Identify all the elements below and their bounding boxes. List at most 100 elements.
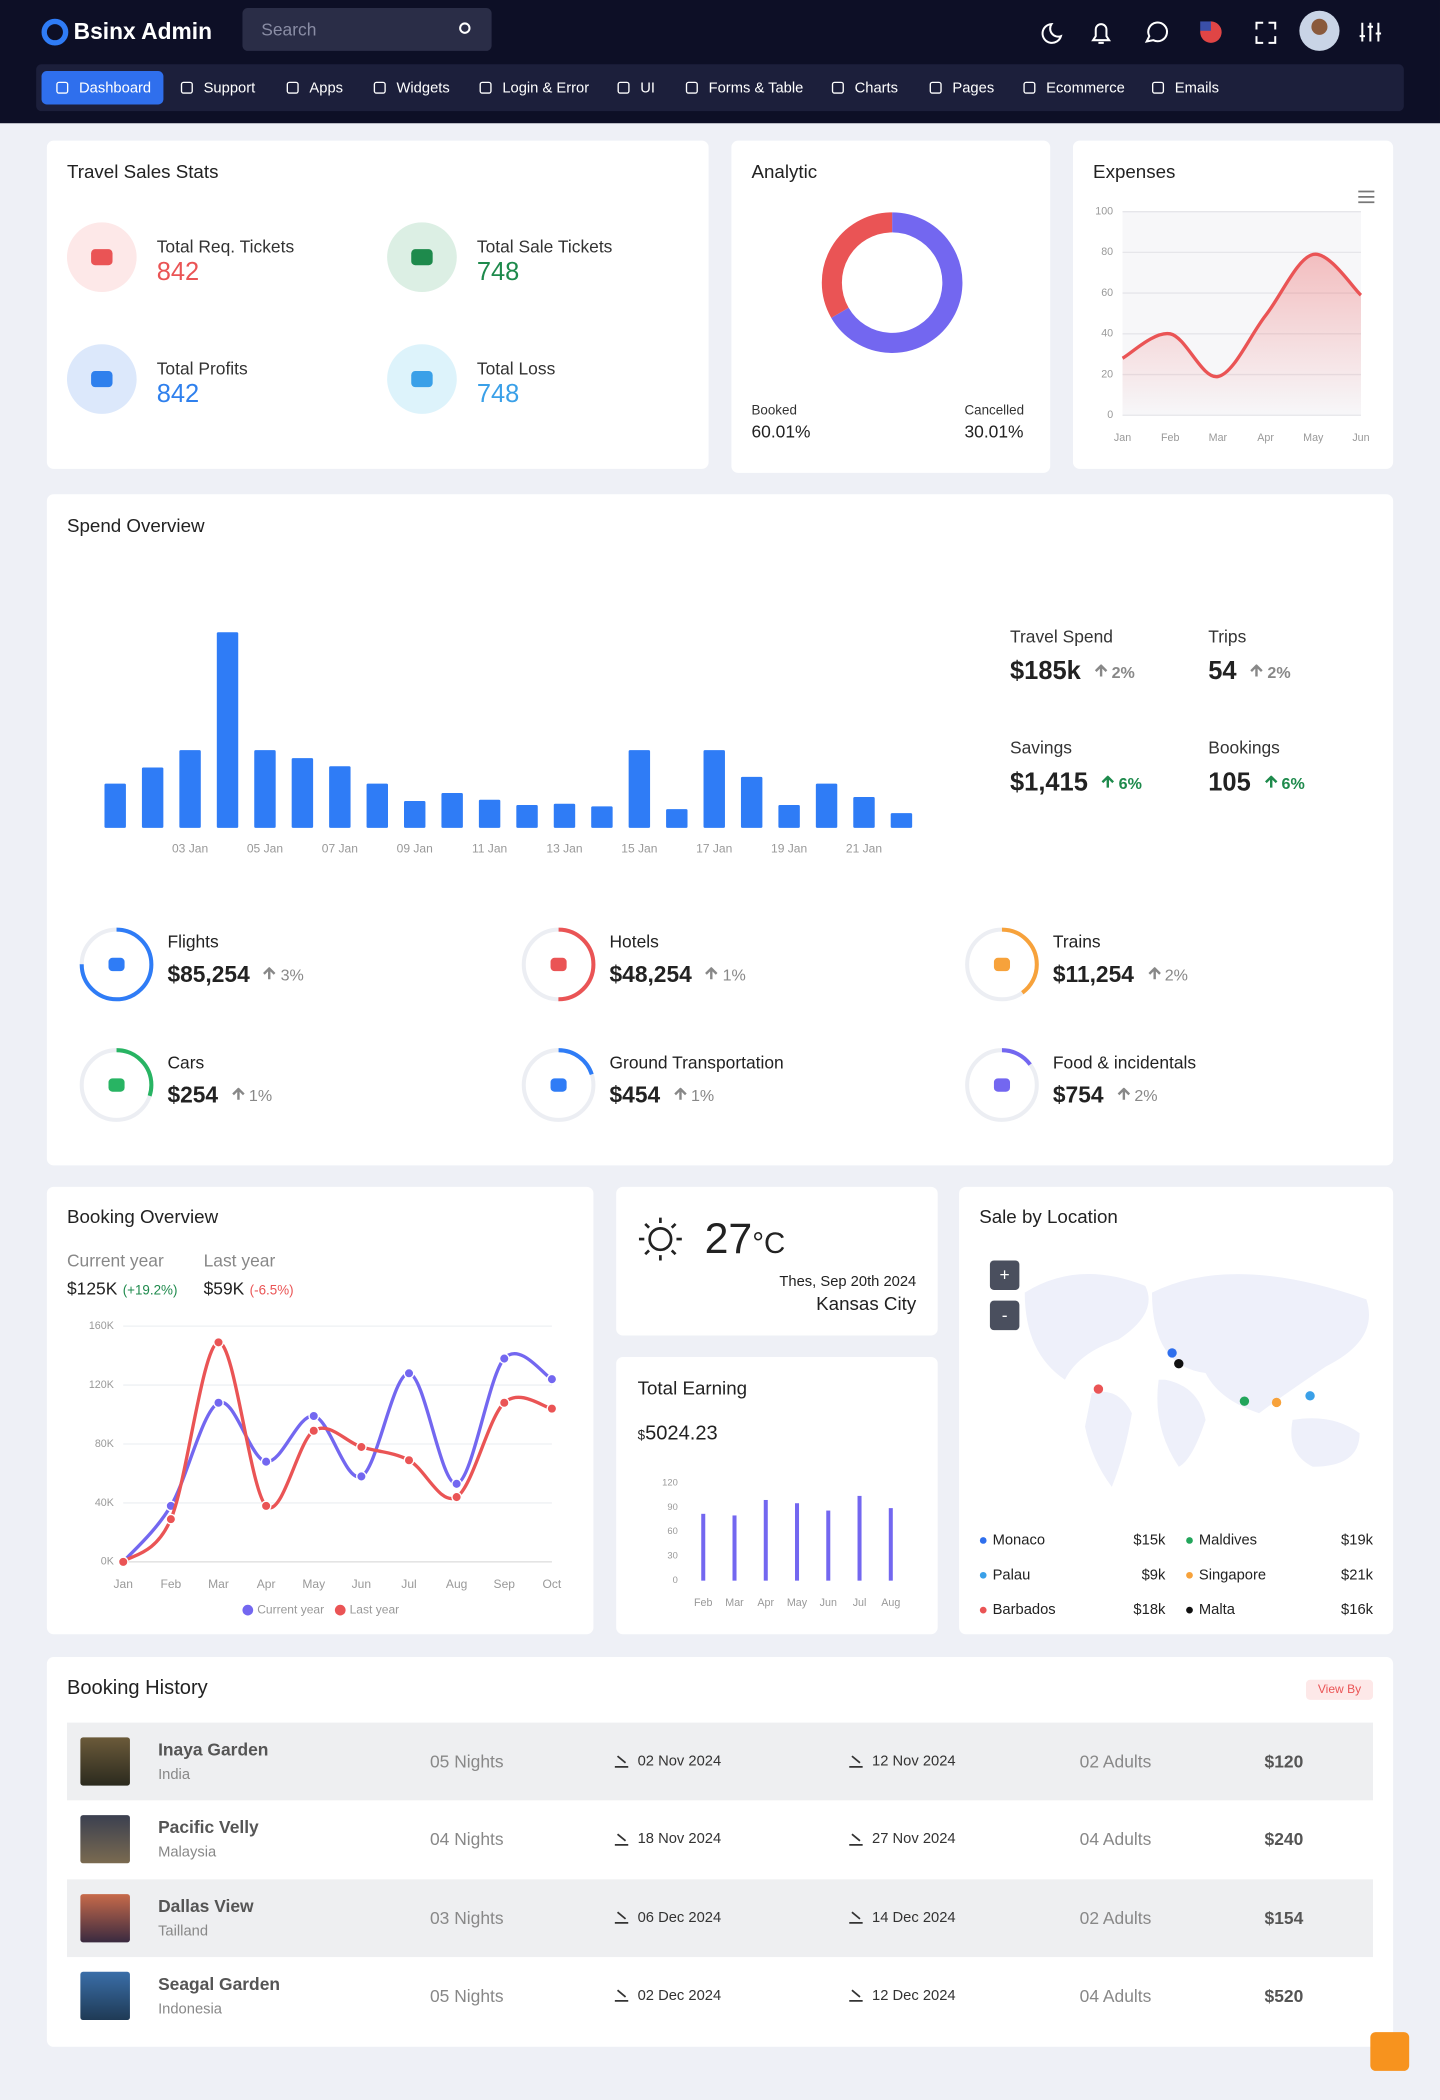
- help-button[interactable]: [1370, 2032, 1410, 2071]
- y-tick-label: 60: [667, 1526, 677, 1536]
- location-value: $16k: [1341, 1602, 1374, 1619]
- category-row: $11,254 2%: [1053, 962, 1188, 989]
- up-arrow: [1101, 772, 1115, 796]
- category-icon: [550, 1078, 567, 1092]
- y-tick-label: 120K: [89, 1379, 115, 1391]
- location-value: $19k: [1341, 1532, 1374, 1549]
- total-earning-card: [616, 1356, 938, 1635]
- stat-row: $1,415 6%: [1010, 769, 1142, 798]
- date: 18 Nov 2024: [637, 1831, 722, 1848]
- x-tick-label: Feb: [1161, 432, 1179, 444]
- stat-row: 105 6%: [1208, 769, 1305, 798]
- up-arrow: [1250, 660, 1263, 684]
- category-label: Cars: [167, 1052, 205, 1073]
- summary-change: (-6.5%): [249, 1283, 294, 1299]
- area: [1122, 254, 1361, 416]
- bar: [795, 1503, 800, 1581]
- sun-ray: [670, 1222, 677, 1229]
- x-tick-label: 19 Jan: [771, 841, 807, 855]
- date: 12 Dec 2024: [872, 1987, 956, 2004]
- line: [1121, 252, 1363, 379]
- nav-icon: [685, 81, 698, 94]
- y-tick-label: 80K: [95, 1438, 115, 1450]
- nav-icon: [373, 81, 386, 94]
- point: [356, 1441, 367, 1453]
- theme-icon[interactable]: [1041, 23, 1063, 44]
- nav-active[interactable]: [41, 70, 164, 105]
- date-icon: [849, 1911, 863, 1924]
- avatar-face: [1311, 18, 1328, 35]
- nav-item: Dashboard: [79, 80, 152, 97]
- thumbnail: [80, 1815, 130, 1864]
- zoom-button[interactable]: +: [989, 1260, 1020, 1290]
- sun-ray: [644, 1249, 650, 1256]
- flag-canton: [1200, 21, 1211, 31]
- category-change: 2%: [1164, 965, 1188, 985]
- location-dot: [1186, 1571, 1193, 1579]
- map-marker: [1271, 1397, 1282, 1408]
- location-name: Maldives: [1198, 1532, 1258, 1549]
- arrow-icon: [231, 1087, 245, 1100]
- summary-value: $59K: [203, 1278, 245, 1299]
- stat-label: Travel Spend: [1010, 626, 1113, 647]
- point: [308, 1425, 320, 1437]
- point: [213, 1397, 224, 1409]
- stat-row: $185k 2%: [1010, 658, 1135, 687]
- arrow-icon: [1094, 664, 1108, 677]
- point: [451, 1491, 462, 1503]
- y-tick-label: 40: [1101, 328, 1113, 340]
- category-value: $48,254: [609, 961, 692, 988]
- search-icon[interactable]: [459, 22, 471, 34]
- view-by-button[interactable]: View By: [1306, 1679, 1374, 1700]
- x-tick-label: Feb: [160, 1577, 181, 1591]
- x-tick-label: 15 Jan: [621, 841, 657, 855]
- up-arrow: [1147, 963, 1161, 987]
- stat-label: Trips: [1208, 626, 1247, 647]
- up-arrow: [705, 963, 719, 987]
- x-tick-label: Mar: [725, 1597, 744, 1609]
- stat-value: 54: [1208, 657, 1237, 686]
- nav-item: Support: [203, 80, 256, 97]
- date-icon: [849, 1989, 863, 2002]
- card-title: Sale by Location: [979, 1205, 1118, 1228]
- up-arrow: [231, 1084, 245, 1108]
- x-tick-label: May: [787, 1597, 808, 1609]
- search-box[interactable]: [242, 8, 492, 51]
- price: $154: [1264, 1907, 1304, 1928]
- bar: [179, 750, 201, 828]
- x-tick-label: Mar: [1209, 432, 1228, 444]
- bar: [141, 767, 164, 828]
- stat-row: 54 2%: [1208, 658, 1290, 687]
- brand: Bsinx Admin: [73, 18, 213, 45]
- bell-icon[interactable]: [1091, 23, 1112, 44]
- point: [546, 1373, 558, 1385]
- donut-value: 30.01%: [964, 421, 1024, 442]
- y-tick-label: 0: [673, 1575, 678, 1585]
- travel-sales-card: [46, 140, 709, 469]
- hotel-country: Tailland: [158, 1922, 209, 1939]
- x-tick-label: Feb: [694, 1597, 712, 1609]
- y-tick-label: 80: [1101, 246, 1113, 258]
- bar: [216, 632, 239, 828]
- bar: [778, 805, 800, 828]
- date: 02 Nov 2024: [637, 1753, 722, 1770]
- fullscreen-icon[interactable]: [1255, 21, 1277, 44]
- hotel-name: Dallas View: [158, 1895, 254, 1916]
- category-label: Food & incidentals: [1052, 1052, 1197, 1073]
- bar: [553, 803, 576, 828]
- location-dot: [1186, 1606, 1193, 1614]
- nav-item: Charts: [854, 80, 899, 97]
- point: [498, 1397, 510, 1409]
- zoom-button[interactable]: -: [989, 1300, 1020, 1331]
- y-tick-label: 120: [662, 1477, 678, 1487]
- point: [546, 1403, 558, 1415]
- stat-change: 6%: [1118, 774, 1142, 794]
- x-tick-label: 03 Jan: [172, 841, 208, 855]
- chat-icon[interactable]: [1144, 21, 1168, 43]
- x-tick-label: Aug: [881, 1597, 900, 1609]
- bar: [701, 1513, 706, 1581]
- settings-icon[interactable]: [1359, 22, 1382, 42]
- category-change: 1%: [690, 1086, 715, 1106]
